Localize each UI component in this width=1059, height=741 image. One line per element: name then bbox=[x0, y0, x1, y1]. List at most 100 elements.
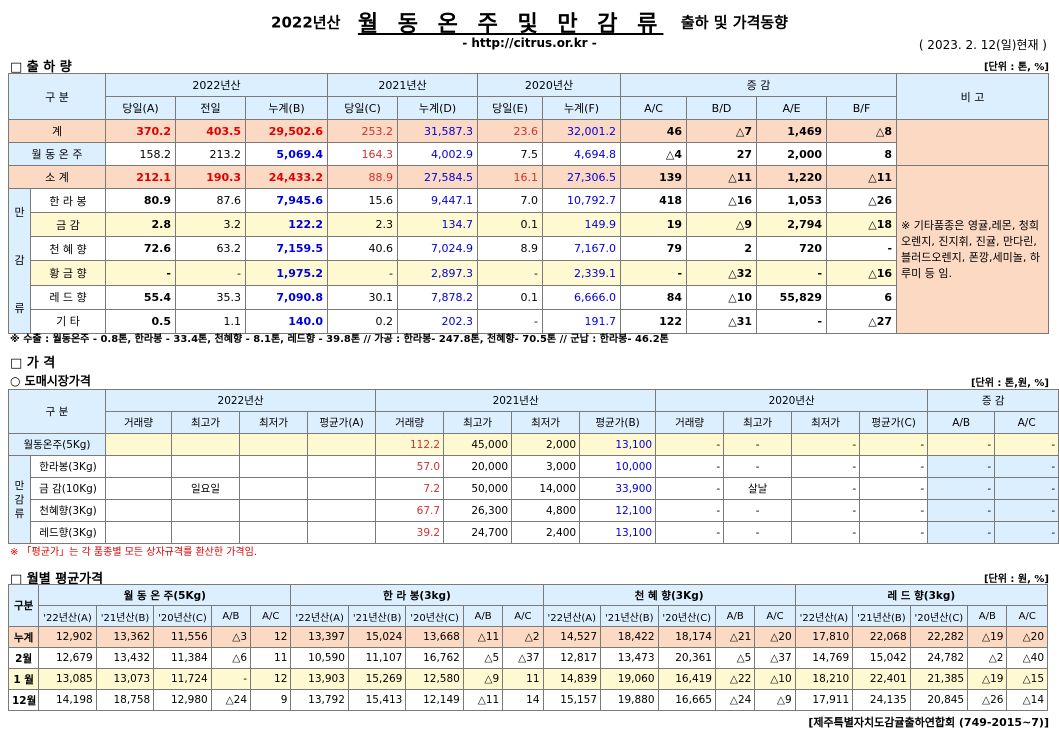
table-cell: 20,845 bbox=[909, 689, 969, 711]
table-cell: 24,782 bbox=[909, 647, 969, 669]
table-cell: 45,000 bbox=[443, 433, 513, 456]
table-cell: 13,073 bbox=[95, 668, 155, 690]
header-col: '20년산(C) bbox=[657, 605, 717, 627]
table-cell: 13,100 bbox=[579, 433, 657, 456]
row-label: 1 월 bbox=[7, 668, 40, 690]
row-label: 소 계 bbox=[8, 165, 106, 189]
table-cell bbox=[239, 521, 309, 544]
table-cell: 14,198 bbox=[38, 689, 97, 711]
monthly-table: 구분 월 동 온 주(5Kg) 한 라 봉(3kg) 천 혜 향(3Kg) 레 드 향(… bbox=[7, 584, 1049, 711]
table-cell: 16,665 bbox=[657, 689, 717, 711]
header-col: 거래량 bbox=[105, 411, 173, 434]
header-remark: 비 고 bbox=[896, 73, 1050, 120]
table-cell: 15,269 bbox=[347, 668, 407, 690]
table-cell: △18 bbox=[826, 212, 898, 238]
table-cell: 79 bbox=[620, 236, 688, 262]
table-cell: 14,839 bbox=[542, 668, 602, 690]
table-cell: - bbox=[826, 236, 898, 262]
header-2022: 2022년산 bbox=[105, 73, 328, 97]
table-cell: 1,053 bbox=[756, 187, 828, 214]
table-cell: 112.2 bbox=[375, 433, 445, 456]
header-col: A/C bbox=[1006, 605, 1048, 627]
table-cell bbox=[105, 499, 173, 522]
table-row: 당일(A) 전일 누계(B) 당일(C) 누계(D) 당일(E) 누계(F) A/C B/D A/… bbox=[9, 96, 1049, 120]
table-cell: 2,794 bbox=[756, 212, 828, 238]
table-cell: 7,167.0 bbox=[542, 236, 622, 262]
table-cell: 55.4 bbox=[105, 284, 176, 310]
table-cell: △3 bbox=[210, 626, 252, 648]
header-change: 증 감 bbox=[620, 73, 898, 97]
table-row: 월 동 온 주 158.2 213.2 5,069.4 164.3 4,002.9 7.5 4… bbox=[8, 142, 1049, 166]
table-cell: 12 bbox=[250, 626, 292, 648]
table-cell: 13,362 bbox=[95, 626, 155, 648]
table-cell: - bbox=[994, 477, 1059, 500]
table-cell: 0.5 bbox=[105, 308, 176, 335]
price-unit: [단위 : 톤,원, %] bbox=[970, 378, 1049, 389]
table-cell: △9 bbox=[462, 668, 504, 690]
header-col: '22년산(A) bbox=[38, 605, 97, 627]
table-cell: 33,900 bbox=[579, 477, 657, 500]
site-url[interactable]: - http://citrus.or.kr - bbox=[462, 36, 597, 50]
header-col: '21년산(B) bbox=[600, 605, 659, 627]
table-cell: 2,400 bbox=[511, 521, 581, 544]
table-cell: △32 bbox=[686, 260, 758, 286]
table-cell: 164.3 bbox=[327, 142, 398, 166]
table-cell: 13,085 bbox=[38, 668, 97, 690]
table-cell bbox=[239, 499, 309, 522]
table-cell: 88.9 bbox=[327, 165, 398, 189]
table-cell: 14,527 bbox=[542, 626, 602, 648]
table-cell: 13,397 bbox=[290, 626, 349, 648]
table-cell: - bbox=[756, 308, 828, 335]
table-cell: 19,880 bbox=[600, 689, 659, 711]
table-cell: 15,413 bbox=[347, 689, 407, 711]
group-label-char: 만 bbox=[14, 206, 25, 219]
header-col: A/C bbox=[502, 605, 544, 627]
table-cell: △40 bbox=[1006, 647, 1048, 669]
table-cell: △24 bbox=[210, 689, 252, 711]
table-cell bbox=[105, 433, 173, 456]
table-cell: 27,584.5 bbox=[396, 165, 479, 189]
table-row: 구 분 2022년산 2021년산 2020년산 증 감 bbox=[7, 389, 1059, 434]
table-cell: 31,587.3 bbox=[396, 119, 479, 143]
table-cell: 253.2 bbox=[327, 119, 398, 143]
table-cell: 139 bbox=[620, 165, 688, 189]
table-cell: - bbox=[927, 433, 996, 456]
table-cell: 22,282 bbox=[909, 626, 969, 648]
header-col: '22년산(A) bbox=[290, 605, 349, 627]
table-cell: △14 bbox=[1006, 689, 1048, 711]
table-cell: 122 bbox=[620, 308, 688, 335]
row-label: 월동온주(5Kg) bbox=[7, 433, 107, 456]
table-cell: △20 bbox=[1006, 626, 1048, 648]
row-label: 계 bbox=[8, 119, 106, 143]
table-row: 만 감 류 한라봉(3Kg) 57.0 20,000 3,000 10,000- - - - - - bbox=[8, 455, 1059, 544]
table-cell: △26 bbox=[967, 689, 1008, 711]
table-cell: - bbox=[477, 260, 544, 286]
table-cell: 16,419 bbox=[657, 668, 717, 690]
header-col: 최저가 bbox=[511, 411, 581, 434]
table-row: 금 감 2.8 3.2 122.2 2.3 134.7 0.1 149.9 19 △9 2,794 △… bbox=[8, 212, 1049, 238]
row-label: 2월 bbox=[7, 647, 40, 669]
group-label-char: 감 bbox=[14, 254, 25, 267]
table-cell: 19,060 bbox=[600, 668, 659, 690]
table-cell: 87.6 bbox=[175, 187, 246, 214]
row-label: 12월 bbox=[7, 689, 40, 711]
row-label: 황 금 향 bbox=[30, 260, 106, 286]
table-cell: - bbox=[994, 521, 1059, 544]
header-col: '20년산(C) bbox=[909, 605, 969, 627]
table-cell bbox=[239, 477, 309, 500]
table-cell bbox=[307, 433, 377, 456]
table-cell: 19 bbox=[620, 212, 688, 238]
table-cell: 7,159.5 bbox=[245, 236, 328, 262]
header-gubun: 구분 bbox=[7, 584, 40, 627]
table-cell: 16.1 bbox=[477, 165, 544, 189]
group-label-char: 만 bbox=[14, 479, 25, 492]
table-cell: △6 bbox=[210, 647, 252, 669]
table-cell: 122.2 bbox=[245, 212, 328, 238]
table-cell: 46 bbox=[620, 119, 688, 143]
header-col: 최저가 bbox=[239, 411, 309, 434]
table-cell: 370.2 bbox=[105, 119, 176, 143]
group-label-char: 류 bbox=[14, 302, 25, 315]
table-cell: - bbox=[477, 308, 544, 335]
